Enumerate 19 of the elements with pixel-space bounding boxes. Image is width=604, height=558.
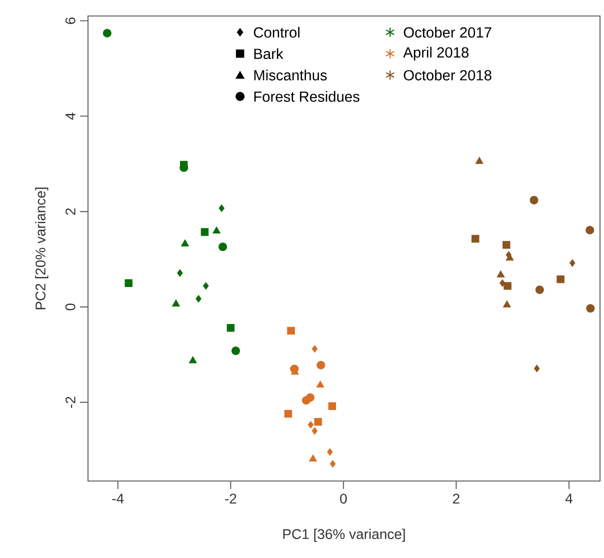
x-tick-label: -2 [225,494,236,504]
annotation: Control [254,26,300,38]
annotation: Bark [254,48,284,60]
y-tick-label: -2 [66,396,76,408]
x-axis-title: PC1 [36% variance] [283,528,405,542]
y-tick-label: 6 [65,17,76,24]
x-tick-label: 4 [565,494,572,504]
annotation: October 2017 [404,26,492,38]
y-tick-label: 4 [66,112,76,120]
annotation: April 2018 [403,46,469,60]
x-tick-label: 0 [340,494,347,504]
y-axis-title: PC2 [20% variance] [35,188,48,310]
y-tick-label: 0 [65,304,76,310]
y-tick-label: 2 [66,208,76,215]
annotation: October 2018 [404,70,492,80]
x-tick-label: 2 [453,494,460,504]
annotation: Miscanthus [254,70,327,80]
x-tick-label: -4 [112,494,124,504]
annotation: Forest Residues [254,91,360,102]
